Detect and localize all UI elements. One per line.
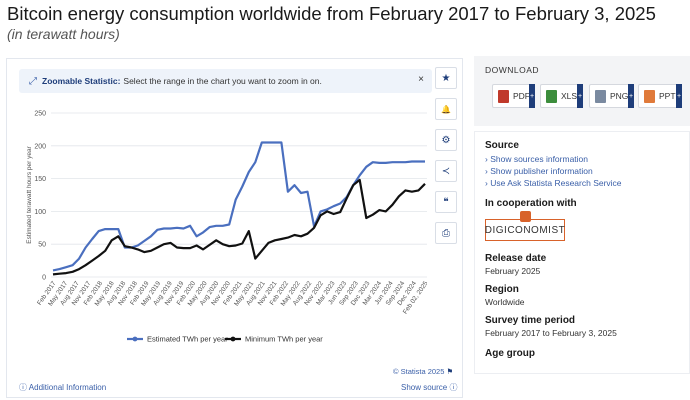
page-subtitle: (in terawatt hours) [7, 26, 120, 42]
download-panel: DOWNLOAD PDF + XLS + PNG + PPT + [474, 56, 690, 126]
y-tick-label: 150 [34, 176, 46, 183]
y-axis-label: Estimated terawatt hours per year [26, 145, 33, 243]
chart-toolbar: ★ 🔔 ⚙ ≺ ❝ ⎙ [432, 67, 460, 253]
y-tick-label: 50 [38, 242, 46, 249]
download-ppt-button[interactable]: PPT + [638, 84, 682, 108]
legend-marker-1 [230, 336, 236, 342]
series-line-1 [52, 178, 426, 276]
digiconomist-logo-text: DIGICONOMIST [484, 224, 566, 236]
age-heading: Age group [485, 348, 535, 359]
zoom-text: Select the range in the chart you want t… [123, 76, 322, 86]
line-chart[interactable]: 0 50 100 150 200 250 Estimated terawatt hours … [7, 59, 427, 359]
plus-icon: + [628, 84, 634, 108]
zoom-label: Zoomable Statistic: [42, 76, 121, 86]
favorite-button[interactable]: ★ [435, 67, 457, 89]
settings-button[interactable]: ⚙ [435, 129, 457, 151]
bell-icon: 🔔 [441, 104, 451, 114]
info-icon: ⓘ [449, 383, 458, 392]
page-title: Bitcoin energy consumption worldwide fro… [7, 3, 656, 24]
pdf-label: PDF [513, 91, 530, 101]
download-xls-button[interactable]: XLS + [540, 84, 583, 108]
zoom-banner: ⤢ Zoomable Statistic: Select the range i… [19, 69, 432, 93]
show-publisher-link[interactable]: › Show publisher information [485, 166, 593, 176]
y-tick-label: 200 [34, 143, 46, 150]
plus-icon: + [676, 84, 682, 108]
additional-info-label: Additional Information [28, 383, 107, 392]
flag-icon: ⚑ [446, 367, 454, 376]
png-label: PNG [610, 91, 629, 101]
credit-text: © Statista 2025 [393, 367, 445, 376]
download-title: DOWNLOAD [485, 65, 540, 75]
chart-card: ⤢ Zoomable Statistic: Select the range i… [6, 58, 463, 398]
digiconomist-logo: DIGICONOMIST [484, 211, 566, 241]
ppt-label: PPT [659, 91, 676, 101]
ask-statista-link[interactable]: › Use Ask Statista Research Service [485, 178, 622, 188]
cite-button[interactable]: ❝ [435, 191, 457, 213]
notify-button[interactable]: 🔔 [435, 98, 457, 120]
show-source-link[interactable]: Show source ⓘ [401, 382, 457, 393]
download-pdf-button[interactable]: PDF + [492, 84, 535, 108]
digiconomist-logo-mark [520, 211, 531, 222]
show-sources-label: Show sources information [490, 154, 588, 164]
info-icon: ⓘ [19, 383, 27, 392]
show-sources-link[interactable]: › Show sources information [485, 154, 588, 164]
pdf-file-icon [498, 89, 509, 103]
release-value: February 2025 [485, 266, 541, 276]
survey-value: February 2017 to February 3, 2025 [485, 328, 617, 338]
share-button[interactable]: ≺ [435, 160, 457, 182]
region-heading: Region [485, 284, 519, 295]
print-icon: ⎙ [442, 227, 450, 239]
series-line-0 [52, 141, 425, 272]
legend-label-0: Estimated TWh per year [147, 335, 228, 344]
share-icon: ≺ [441, 165, 451, 177]
zoom-icon: ⤢ [29, 75, 37, 87]
coop-heading: In cooperation with [485, 198, 577, 209]
info-panel: Source › Show sources information › Show… [474, 131, 690, 374]
print-button[interactable]: ⎙ [435, 222, 457, 244]
xls-file-icon [546, 89, 557, 103]
additional-info-link[interactable]: ⓘ Additional Information [19, 382, 106, 393]
xls-label: XLS [561, 91, 578, 101]
zoom-close-button[interactable]: × [418, 74, 424, 85]
survey-heading: Survey time period [485, 315, 576, 326]
show-publisher-label: Show publisher information [490, 166, 593, 176]
statista-credit: © Statista 2025 ⚑ [393, 367, 453, 376]
ppt-file-icon [644, 89, 655, 103]
legend-marker-0 [132, 336, 138, 342]
y-tick-label: 250 [34, 111, 46, 118]
y-tick-label: 0 [42, 275, 46, 282]
plus-icon: + [577, 84, 583, 108]
star-icon: ★ [441, 72, 451, 84]
plus-icon: + [529, 84, 535, 108]
download-png-button[interactable]: PNG + [589, 84, 634, 108]
png-file-icon [595, 89, 606, 103]
quote-icon: ❝ [443, 196, 449, 208]
legend-label-1: Minimum TWh per year [245, 335, 323, 344]
ask-statista-label: Use Ask Statista Research Service [490, 178, 622, 188]
gear-icon: ⚙ [441, 134, 451, 146]
region-value: Worldwide [485, 297, 525, 307]
release-heading: Release date [485, 253, 547, 264]
y-tick-label: 100 [34, 209, 46, 216]
source-heading: Source [485, 140, 519, 151]
show-source-label: Show source [401, 383, 448, 392]
